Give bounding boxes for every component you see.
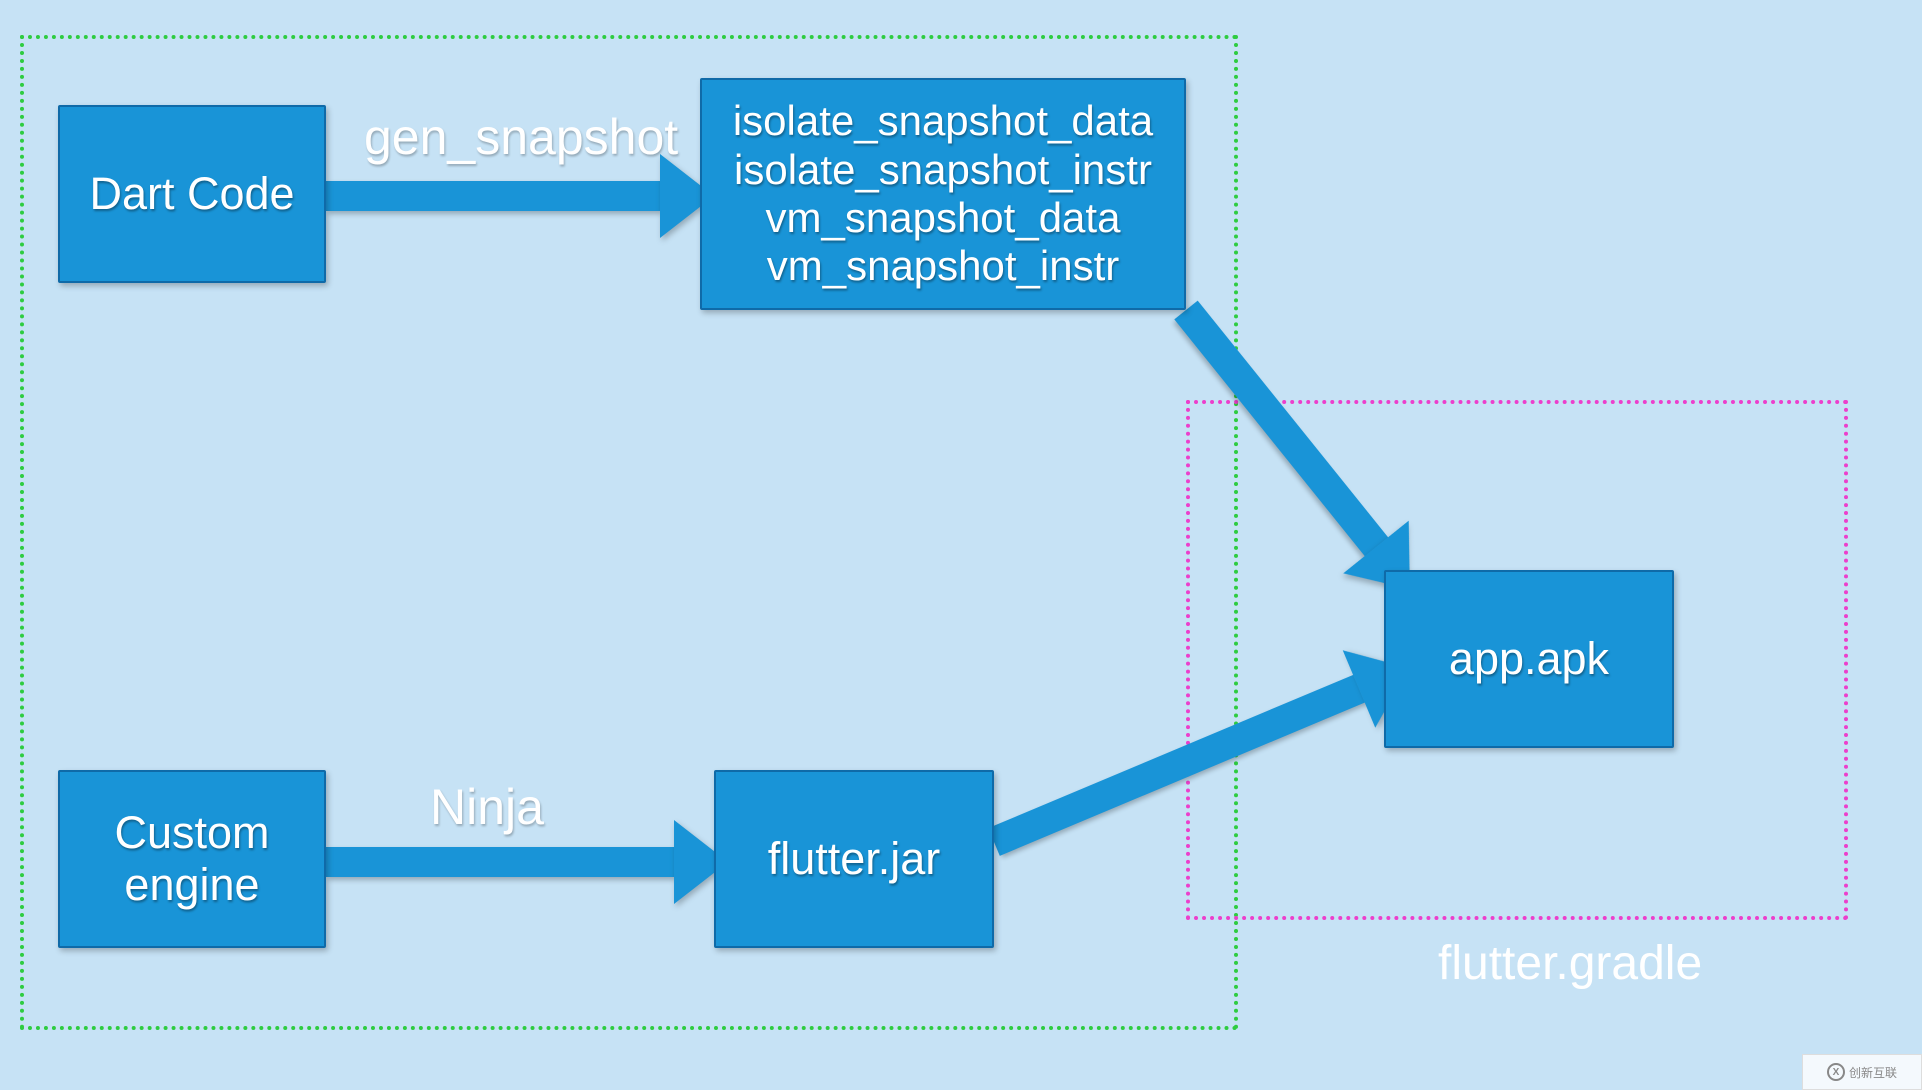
watermark-icon: X xyxy=(1827,1063,1845,1081)
flutter-jar-node: flutter.jar xyxy=(714,770,994,948)
ninja-edge-label: Ninja xyxy=(430,778,544,836)
diagram-canvas: flutter.gradle Dart Code isolate_snapsho… xyxy=(0,0,1922,1090)
app-apk-node: app.apk xyxy=(1384,570,1674,748)
flutter-jar-label: flutter.jar xyxy=(768,833,941,885)
gen-snapshot-edge-label: gen_snapshot xyxy=(364,108,678,166)
snapshot-node-lines: isolate_snapshot_dataisolate_snapshot_in… xyxy=(733,97,1153,290)
custom-engine-node: Customengine xyxy=(58,770,326,948)
snapshot-node: isolate_snapshot_dataisolate_snapshot_in… xyxy=(700,78,1186,310)
watermark: X 创新互联 xyxy=(1802,1054,1922,1090)
gradle-group-label: flutter.gradle xyxy=(1438,936,1702,991)
dart-code-node: Dart Code xyxy=(58,105,326,283)
watermark-text: 创新互联 xyxy=(1849,1064,1897,1081)
dart-code-label: Dart Code xyxy=(89,168,294,220)
app-apk-label: app.apk xyxy=(1449,633,1609,685)
custom-engine-node-lines: Customengine xyxy=(114,807,269,911)
